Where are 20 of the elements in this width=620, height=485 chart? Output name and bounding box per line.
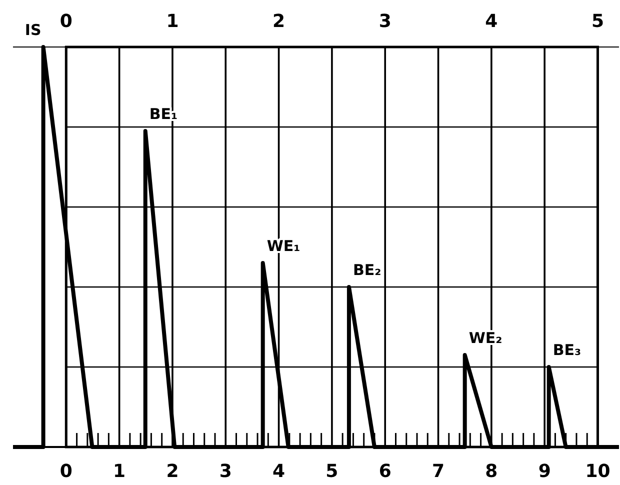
- x2-tick-label: 3: [378, 11, 392, 32]
- x-tick-label: 0: [60, 461, 72, 482]
- x-tick-label: 6: [378, 461, 392, 482]
- x2-tick-label: 0: [60, 11, 72, 32]
- x-tick-label: 10: [585, 461, 610, 482]
- x2-tick-label: 2: [272, 11, 286, 32]
- x-tick-label: 8: [485, 461, 498, 482]
- x-tick-label: 4: [272, 461, 286, 482]
- annotation: IS: [24, 21, 42, 39]
- x-tick-label: 1: [113, 461, 126, 482]
- x-tick-label: 2: [166, 461, 179, 482]
- x-tick-label: 3: [219, 461, 232, 482]
- x-tick-label: 9: [538, 461, 551, 482]
- annotation: BE₃: [552, 341, 582, 359]
- annotation: BE₂: [352, 261, 382, 279]
- x-tick-label: 5: [326, 461, 338, 482]
- x2-tick-label: 5: [591, 11, 604, 32]
- x2-tick-label: 1: [166, 11, 179, 32]
- x-tick-label: 7: [432, 461, 445, 482]
- x2-tick-label: 4: [485, 11, 498, 32]
